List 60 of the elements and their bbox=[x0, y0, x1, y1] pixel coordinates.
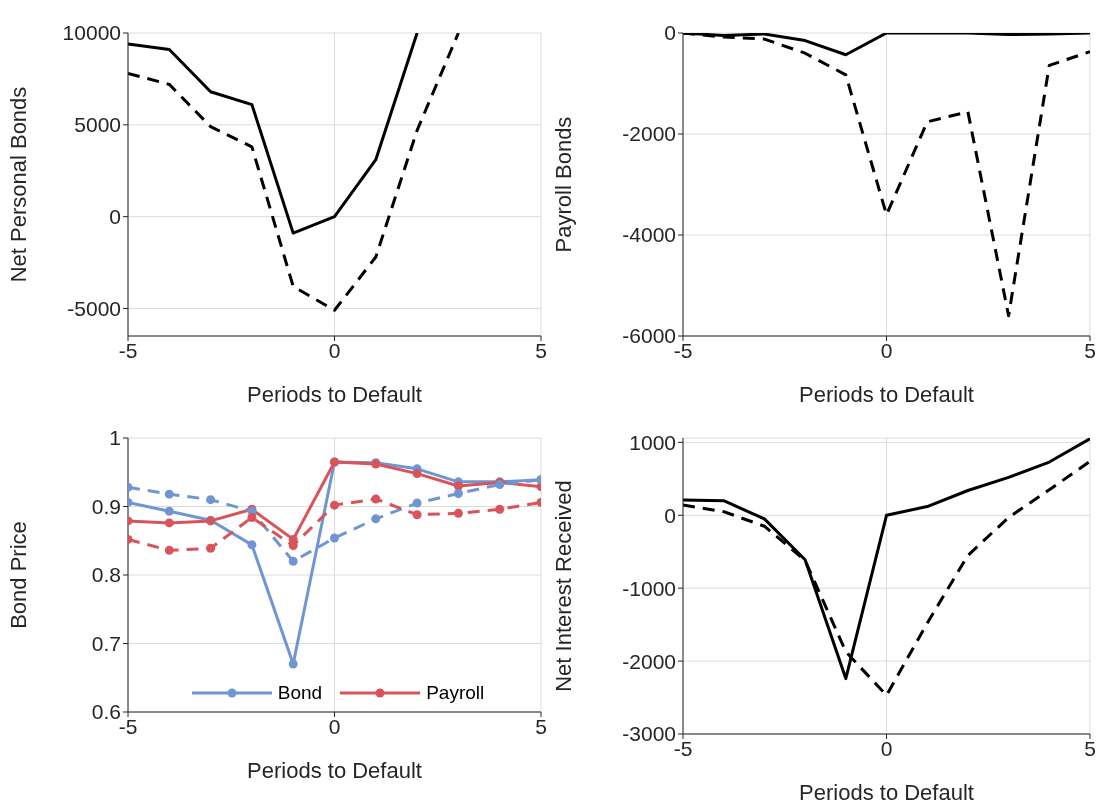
point bbox=[453, 481, 463, 491]
y-tick-label: -4000 bbox=[622, 223, 676, 247]
y-tick-label: 0.8 bbox=[91, 563, 121, 587]
x-tick-label: 5 bbox=[1084, 736, 1096, 760]
y-tick-label: 0 bbox=[109, 205, 121, 229]
point bbox=[412, 510, 422, 520]
y-tick-label: -2000 bbox=[622, 122, 676, 146]
y-tick-label: 10000 bbox=[62, 21, 121, 45]
point bbox=[164, 545, 174, 555]
point bbox=[247, 540, 257, 550]
y-tick-label: 0.6 bbox=[91, 700, 121, 724]
y-tick-label: 5000 bbox=[74, 113, 121, 137]
y-tick-label: 0 bbox=[664, 503, 676, 527]
y-tick-label: 0.7 bbox=[91, 631, 121, 655]
x-tick-label: 0 bbox=[328, 714, 341, 738]
line-series bbox=[128, 33, 460, 312]
x-tick-label: 5 bbox=[535, 714, 547, 738]
x-axis-title: Periods to Default bbox=[247, 382, 422, 407]
point bbox=[453, 508, 463, 518]
legend-label: Bond bbox=[277, 682, 323, 704]
point bbox=[206, 495, 216, 505]
x-tick-label: 5 bbox=[535, 338, 547, 362]
y-tick-label: 0.9 bbox=[91, 494, 121, 518]
point bbox=[164, 506, 174, 516]
y-tick-label: -6000 bbox=[622, 324, 676, 348]
y-tick-label: 1000 bbox=[629, 430, 676, 454]
point bbox=[412, 498, 422, 508]
y-axis-title: Net Personal Bonds bbox=[5, 86, 31, 283]
y-axis-title: Payroll Bonds bbox=[550, 116, 576, 253]
x-axis-title: Periods to Default bbox=[247, 758, 422, 783]
point bbox=[495, 504, 505, 514]
point bbox=[247, 512, 257, 522]
x-tick-label: 0 bbox=[880, 338, 893, 362]
y-tick-label: -1000 bbox=[622, 576, 676, 600]
point bbox=[330, 500, 339, 510]
point bbox=[164, 489, 174, 499]
x-tick-label: 0 bbox=[328, 338, 341, 362]
line-series bbox=[128, 33, 419, 235]
x-axis-title: Periods to Default bbox=[799, 382, 974, 407]
y-axis-title: Net Interest Received bbox=[550, 480, 576, 692]
y-tick-label: -5000 bbox=[67, 296, 121, 320]
y-tick-label: -3000 bbox=[622, 722, 676, 746]
point bbox=[330, 533, 339, 543]
point bbox=[206, 543, 216, 553]
point bbox=[288, 659, 298, 669]
y-tick-label: 0 bbox=[664, 21, 676, 45]
y-tick-label: -2000 bbox=[622, 649, 676, 673]
point bbox=[371, 514, 381, 524]
x-tick-label: 0 bbox=[880, 736, 893, 760]
y-tick-label: 1 bbox=[109, 426, 121, 450]
point bbox=[412, 469, 422, 479]
legend-label: Payroll bbox=[426, 682, 485, 704]
x-axis-title: Periods to Default bbox=[799, 780, 974, 805]
x-tick-label: 5 bbox=[1084, 338, 1096, 362]
point bbox=[453, 488, 463, 498]
point bbox=[164, 518, 174, 528]
point bbox=[288, 556, 298, 566]
x-tick-label: -5 bbox=[118, 338, 138, 362]
point bbox=[371, 494, 381, 504]
y-axis-title: Bond Price bbox=[5, 521, 31, 629]
